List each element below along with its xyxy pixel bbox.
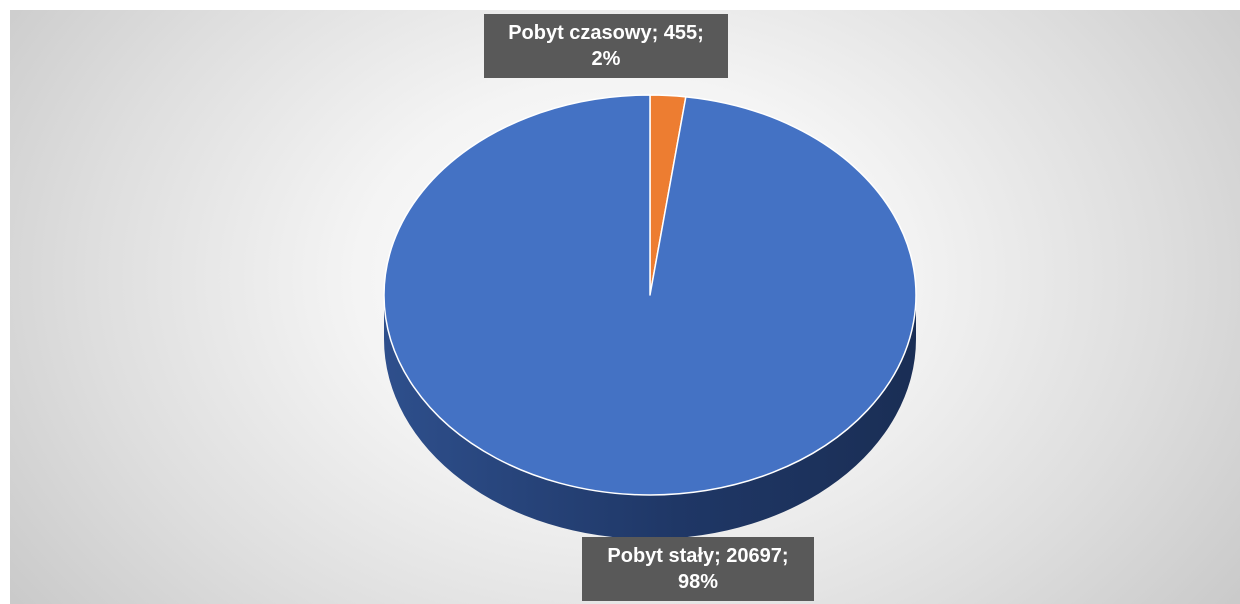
data-label-pobyt-czasowy-line1: Pobyt czasowy; 455; bbox=[508, 22, 704, 44]
data-label-pobyt-czasowy-line2: 2% bbox=[591, 48, 621, 70]
data-label-pobyt-staly-line1: Pobyt stały; 20697; bbox=[607, 545, 789, 567]
pie-chart bbox=[383, 94, 917, 539]
pie-side-wall bbox=[384, 295, 916, 539]
data-label-pobyt-czasowy: Pobyt czasowy; 455; 2% bbox=[484, 14, 728, 78]
data-label-pobyt-staly: Pobyt stały; 20697; 98% bbox=[582, 537, 814, 601]
data-label-pobyt-staly-line2: 98% bbox=[677, 571, 719, 593]
chart-area: Pobyt czasowy; 455; 2% Pobyt stały; 2069… bbox=[10, 10, 1240, 604]
pie-slice-pobyt-staly bbox=[383, 94, 917, 496]
